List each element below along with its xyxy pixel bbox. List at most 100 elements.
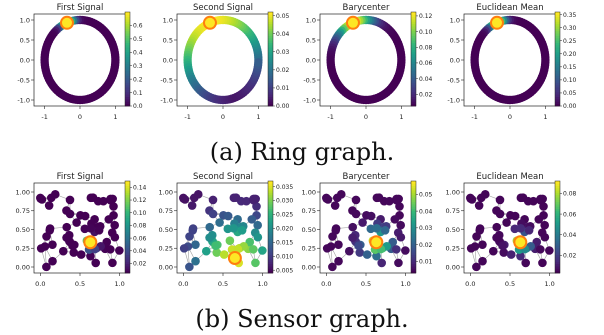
- colorbar-segment: [555, 30, 560, 34]
- colorbar-segment: [268, 206, 273, 209]
- colorbar-segment: [411, 101, 416, 105]
- colorbar-segment: [555, 61, 560, 65]
- colorbar-segment: [268, 89, 273, 93]
- graph-node: [492, 233, 501, 242]
- colorbar-segment: [268, 256, 273, 260]
- graph-node: [99, 196, 108, 206]
- colorbar-segment: [268, 252, 273, 255]
- colorbar-segment: [411, 183, 416, 186]
- colorbar-segment: [125, 250, 130, 253]
- colorbar-segment: [125, 91, 130, 95]
- graph-node: [188, 226, 198, 235]
- colorbar-segment: [411, 252, 416, 255]
- colorbar-segment: [125, 217, 130, 221]
- colorbar-segment: [268, 28, 273, 32]
- colorbar-segment: [411, 233, 416, 237]
- x-tick-label: 1: [113, 113, 117, 121]
- colorbar-segment: [411, 35, 416, 39]
- colorbar-segment: [411, 44, 416, 48]
- x-tick-label: 0.5: [75, 280, 85, 288]
- colorbar-segment: [125, 208, 130, 212]
- colorbar-segment: [268, 73, 273, 76]
- colorbar-segment: [411, 21, 416, 25]
- graph-node: [223, 211, 233, 221]
- colorbar-segment: [411, 91, 416, 95]
- colorbar-segment: [125, 40, 130, 43]
- graph-node: [536, 194, 545, 204]
- graph-node: [201, 246, 211, 256]
- colorbar-tick-label: 0.005: [276, 267, 293, 274]
- colorbar-segment: [268, 222, 273, 226]
- colorbar-segment: [125, 101, 130, 105]
- colorbar-segment: [268, 270, 273, 274]
- graph-node: [372, 251, 381, 261]
- colorbar-tick-label: 0.05: [563, 90, 577, 97]
- colorbar-segment: [411, 240, 416, 244]
- graph-node: [472, 262, 481, 272]
- colorbar-tick-label: 0.04: [419, 76, 433, 83]
- colorbar-segment: [125, 87, 130, 90]
- graph-node: [474, 201, 484, 210]
- colorbar-segment: [268, 21, 273, 25]
- colorbar-segment: [268, 54, 273, 58]
- colorbar-segment: [411, 215, 416, 219]
- colorbar-segment: [125, 266, 130, 269]
- colorbar-segment: [555, 101, 560, 105]
- graph-node: [334, 240, 343, 249]
- colorbar-tick-label: 0.10: [563, 77, 577, 84]
- colorbar-segment: [555, 204, 560, 207]
- graph-node: [229, 223, 238, 233]
- colorbar-segment: [555, 254, 560, 258]
- colorbar-segment: [555, 33, 560, 36]
- graph-node: [65, 209, 75, 219]
- graph-node: [495, 209, 505, 219]
- subplot-ring-1: First Signal -1 0 1 -1.0 -0.5 0.0 0.5 1.0 0.0 0.1 0…: [17, 3, 142, 121]
- colorbar-segment: [411, 259, 416, 262]
- y-tick-label: 1.00: [159, 188, 173, 196]
- graph-node: [58, 246, 68, 256]
- colorbar-segment: [411, 231, 416, 235]
- graph-node: [254, 58, 263, 67]
- colorbar-segment: [268, 233, 273, 237]
- colorbar-segment: [268, 224, 273, 228]
- graph-node: [516, 251, 525, 261]
- graph-node: [111, 58, 120, 67]
- colorbar-segment: [268, 263, 273, 267]
- graph-node: [247, 215, 257, 224]
- graph-node: [396, 232, 406, 242]
- colorbar-tick-label: 0.30: [563, 25, 577, 32]
- colorbar-segment: [555, 56, 560, 60]
- colorbar-segment: [268, 37, 273, 41]
- colorbar-frame: [410, 11, 417, 107]
- graph-node: [249, 245, 258, 254]
- colorbar-segment: [555, 98, 560, 102]
- colorbar-segment: [268, 23, 273, 27]
- colorbar-segment: [411, 261, 416, 265]
- y-tick-label: 0.25: [302, 245, 316, 253]
- colorbar-tick-label: 0.01: [276, 85, 290, 92]
- source-node-highlight: [513, 235, 528, 250]
- colorbar-tick-label: 0.02: [419, 242, 433, 249]
- colorbar-segment: [268, 47, 273, 50]
- colorbar-tick-label: 0.00: [563, 103, 577, 110]
- graph-node: [205, 233, 214, 242]
- graph-node: [392, 194, 401, 204]
- graph-node: [191, 240, 200, 249]
- colorbar-segment: [268, 250, 273, 253]
- graph-node: [193, 190, 203, 199]
- colorbar-segment: [125, 197, 130, 200]
- graph-node: [478, 240, 487, 249]
- colorbar-segment: [125, 23, 130, 27]
- colorbar-segment: [125, 94, 130, 97]
- graph-node: [36, 244, 46, 253]
- colorbar-segment: [268, 243, 273, 246]
- colorbar-segment: [125, 66, 130, 69]
- graph-node: [521, 258, 531, 268]
- x-tick-label: 0: [508, 113, 512, 121]
- colorbar-segment: [411, 98, 416, 102]
- colorbar-segment: [268, 19, 273, 22]
- colorbar-tick-label: 0.20: [563, 51, 577, 58]
- graph-node: [86, 223, 95, 233]
- colorbar-segment: [555, 181, 560, 184]
- graph-node: [401, 246, 410, 255]
